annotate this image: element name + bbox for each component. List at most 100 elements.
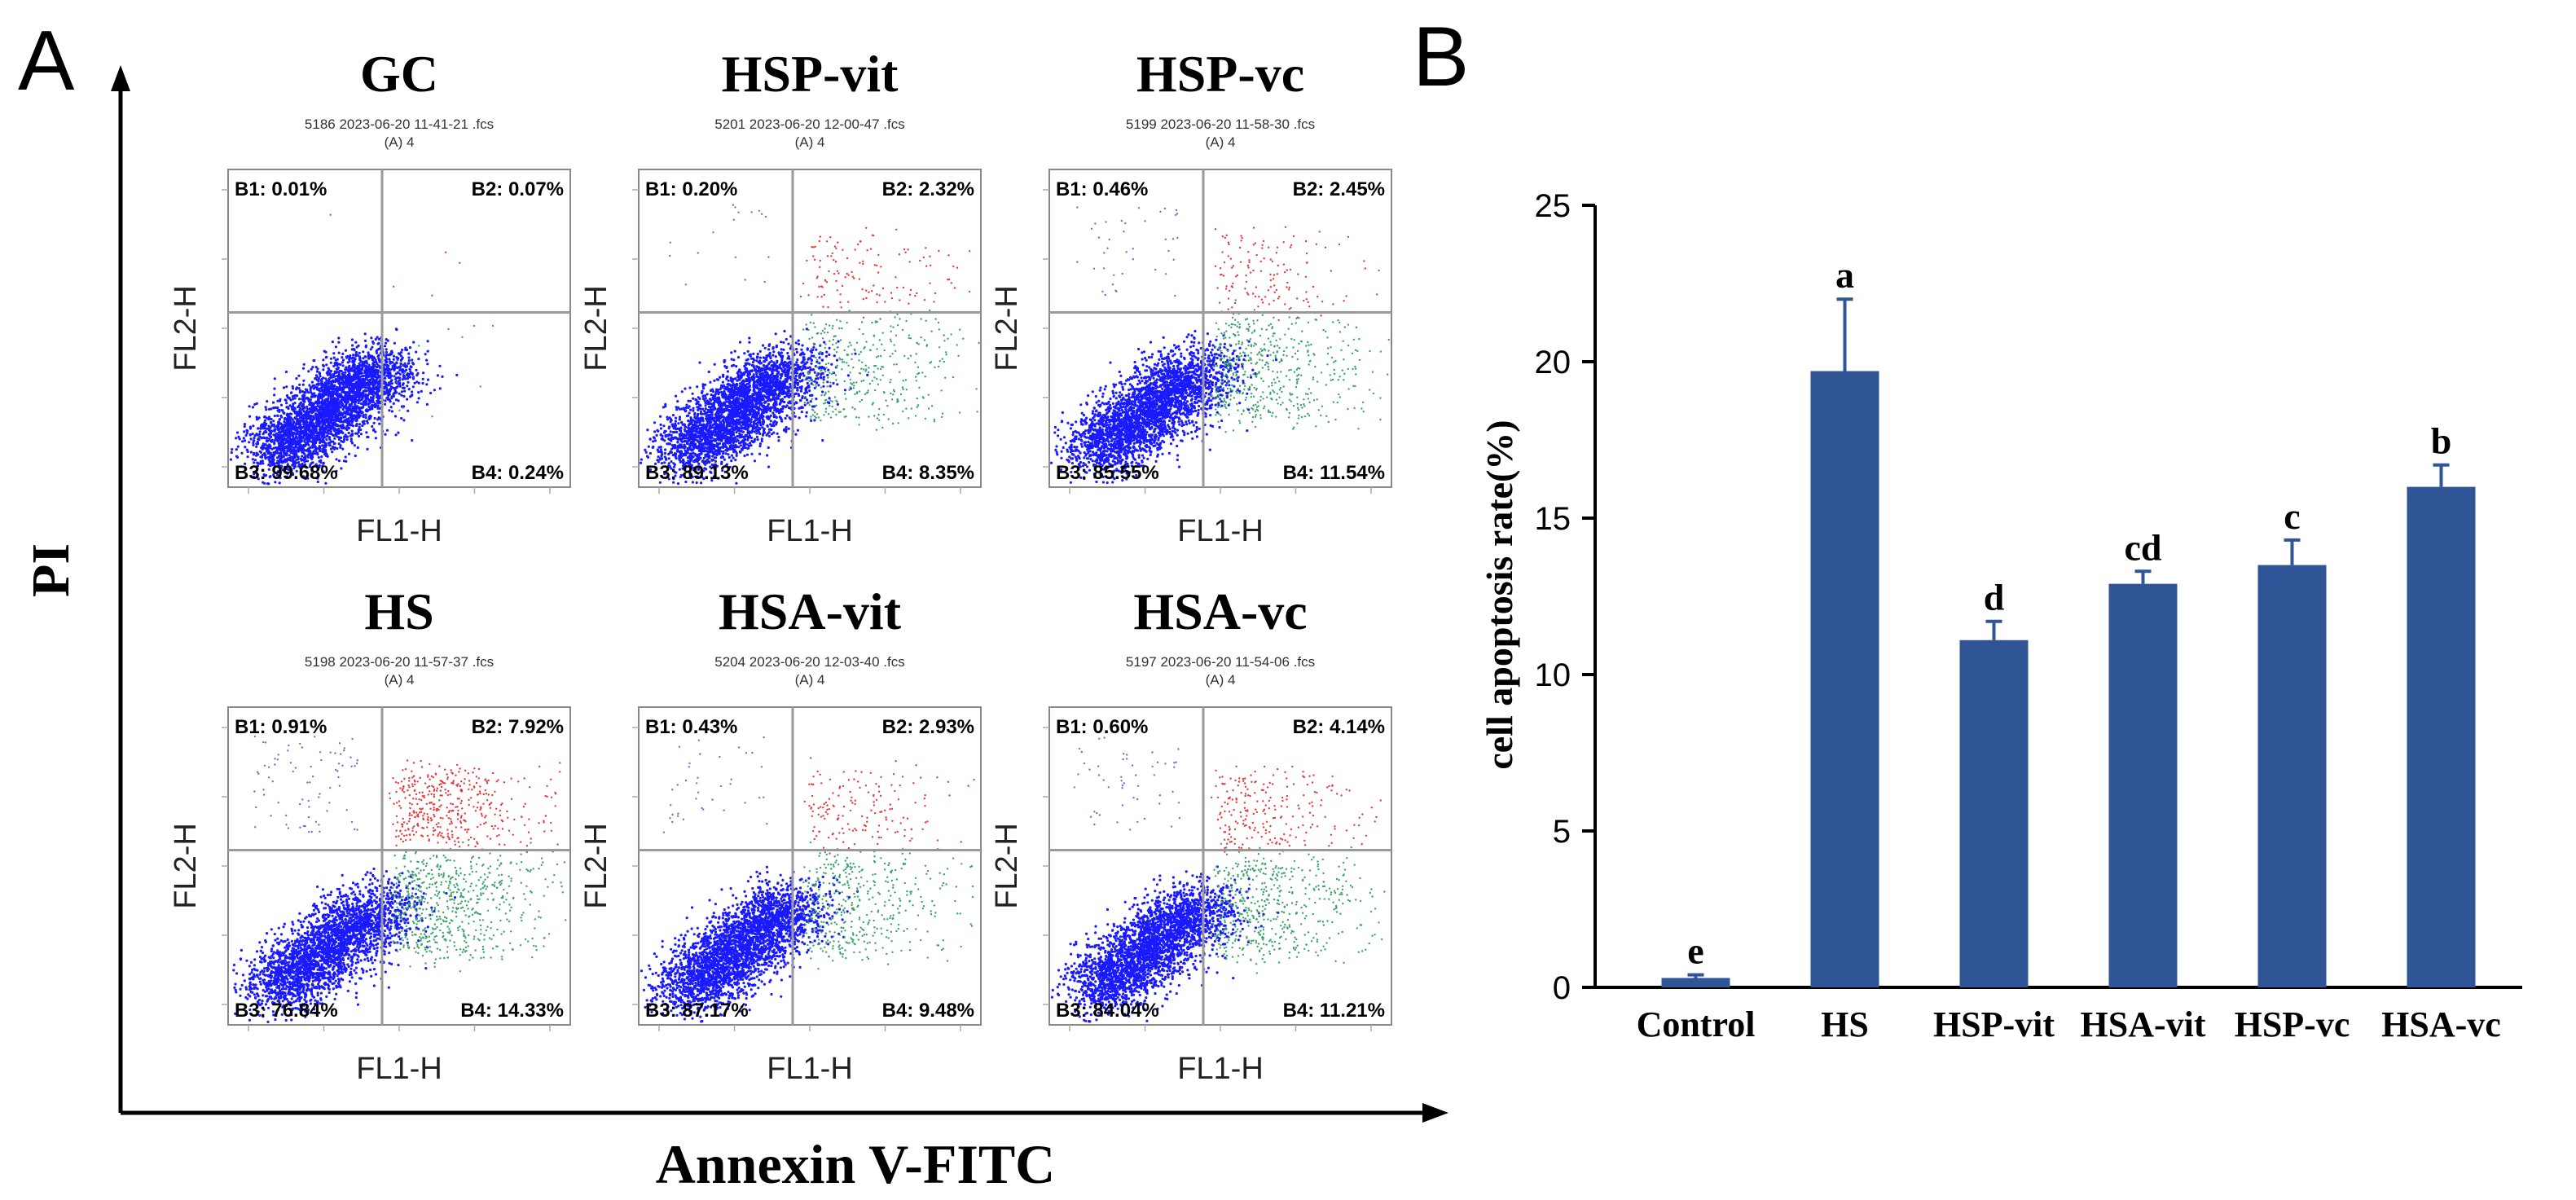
flow-event — [357, 402, 360, 405]
flow-event — [319, 430, 323, 433]
flow-event — [334, 413, 337, 416]
flow-event — [268, 443, 271, 446]
flow-event — [441, 375, 444, 378]
flow-event — [315, 447, 319, 451]
flow-event — [306, 424, 309, 427]
flow-event — [726, 370, 730, 373]
flow-event — [713, 363, 716, 366]
flow-event — [374, 437, 377, 440]
flow-event — [760, 439, 763, 443]
flow-event — [265, 430, 268, 434]
flow-event — [253, 439, 256, 442]
flow-event — [314, 377, 318, 380]
flow-event — [311, 445, 314, 448]
flow-event — [806, 391, 809, 394]
flow-event — [389, 380, 393, 383]
flow-event — [372, 364, 376, 367]
flow-event — [341, 389, 345, 393]
flow-event — [794, 433, 798, 436]
flow-event — [389, 406, 393, 409]
flow-event — [332, 404, 336, 408]
flow-event — [348, 356, 352, 359]
flow-event — [676, 406, 680, 409]
flow-event — [261, 454, 264, 457]
flow-event — [330, 385, 333, 389]
flow-event — [323, 446, 327, 449]
flow-event — [310, 424, 314, 428]
flow-event — [306, 429, 310, 432]
flow-event — [295, 442, 298, 446]
flow-event — [273, 393, 276, 397]
flow-event — [358, 407, 362, 411]
flow-event — [800, 368, 803, 371]
flow-event — [361, 363, 364, 367]
flow-event — [298, 424, 301, 427]
flow-event — [301, 451, 304, 454]
flow-event — [328, 376, 332, 380]
panel-a-x-axis-label: Annexin V-FITC — [656, 1133, 1056, 1195]
flow-event — [410, 365, 413, 369]
flow-event — [335, 407, 338, 410]
flow-event — [698, 424, 701, 427]
flow-event — [426, 349, 429, 353]
flow-event — [403, 371, 406, 374]
flow-event — [759, 424, 763, 427]
flow-event — [336, 367, 340, 371]
flow-event — [316, 453, 319, 456]
flow-event — [358, 357, 362, 360]
flow-event — [351, 364, 355, 367]
flow-event — [320, 377, 323, 380]
flow-event — [748, 341, 751, 344]
flow-event — [411, 439, 414, 442]
flow-event — [325, 355, 328, 358]
flow-event — [736, 383, 739, 386]
flow-event — [347, 427, 350, 430]
flow-event — [408, 346, 412, 349]
flow-event — [385, 361, 388, 364]
flow-event — [310, 433, 314, 437]
flow-event — [327, 432, 331, 435]
flow-event — [342, 459, 346, 463]
flow-event — [316, 409, 319, 412]
flow-event — [397, 399, 400, 402]
flow-event — [293, 402, 297, 405]
flow-event — [438, 364, 442, 367]
flow-event — [341, 447, 345, 451]
flow-event — [426, 363, 429, 366]
flow-event — [348, 391, 352, 394]
flow-event — [745, 358, 748, 362]
flow-event — [337, 459, 341, 463]
flow-event — [399, 351, 403, 354]
flow-event — [261, 423, 264, 426]
flow-event — [248, 433, 252, 436]
flow-event — [342, 398, 346, 402]
flow-event — [459, 262, 461, 264]
flow-event — [338, 388, 341, 392]
flow-event — [365, 370, 368, 373]
flow-event — [389, 385, 393, 389]
flow-event — [268, 456, 271, 459]
flow-event — [248, 427, 252, 430]
flow-event — [376, 406, 380, 410]
flow-event — [288, 434, 291, 437]
flow-event — [395, 361, 398, 364]
flow-event — [729, 444, 733, 447]
flow-event — [393, 285, 395, 288]
flow-event — [300, 436, 303, 439]
flow-event — [398, 376, 402, 380]
flow-event — [735, 454, 738, 458]
flow-event — [407, 388, 411, 391]
flow-event — [311, 436, 314, 440]
flow-event — [276, 424, 279, 427]
flow-event — [843, 389, 846, 392]
flow-event — [333, 437, 336, 440]
flow-event — [345, 425, 349, 429]
flow-event — [399, 354, 402, 358]
flow-event — [354, 407, 357, 410]
flow-event — [393, 388, 397, 391]
flow-event — [404, 348, 407, 351]
flow-event — [796, 429, 800, 432]
flow-event — [355, 424, 358, 428]
flow-event — [297, 440, 301, 444]
flow-event — [262, 436, 266, 439]
